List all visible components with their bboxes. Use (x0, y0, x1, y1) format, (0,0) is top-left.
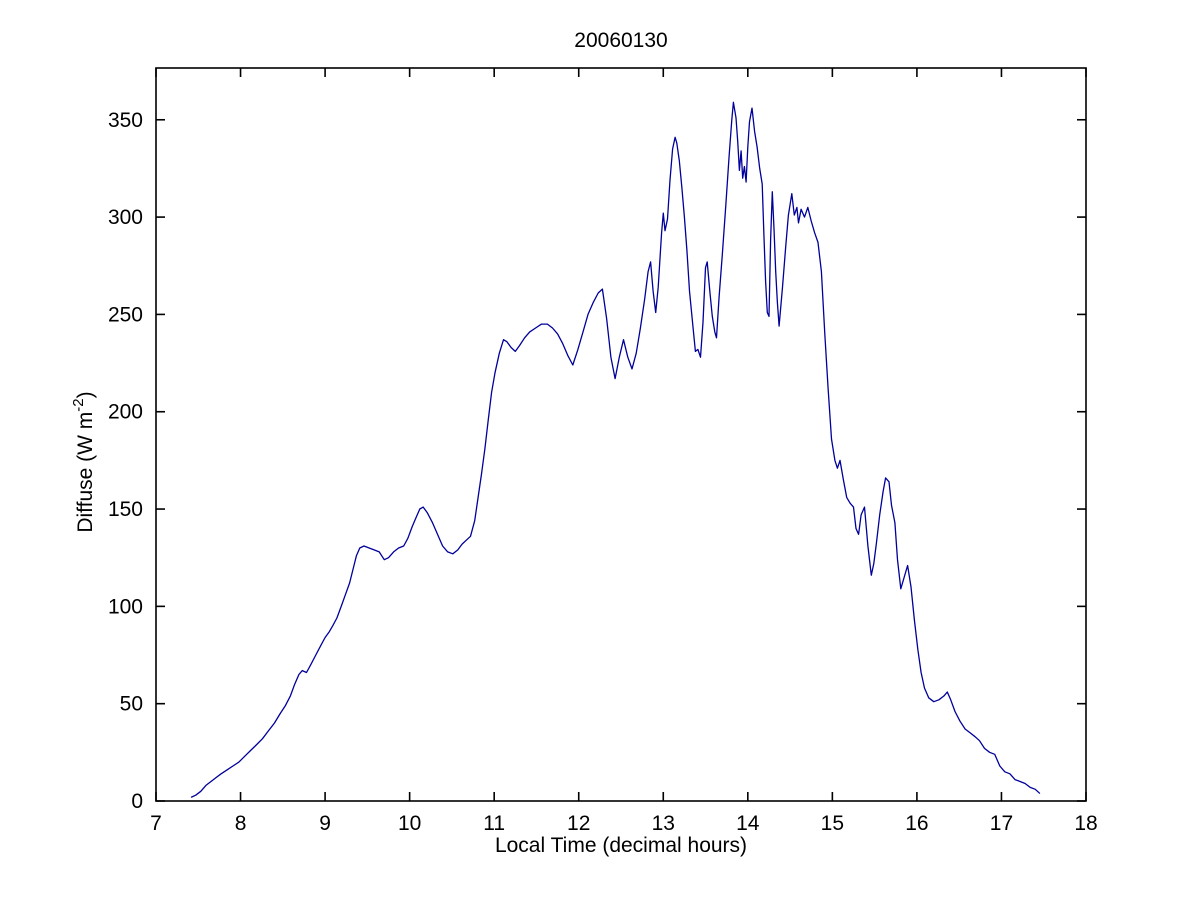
y-tick-label: 200 (108, 401, 143, 424)
y-axis-label-superscript: -2 (70, 398, 87, 411)
x-tick-label: 8 (235, 812, 247, 835)
axes-frame (155, 67, 1087, 802)
chart-title: 20060130 (574, 29, 667, 52)
x-tick-label: 12 (567, 812, 590, 835)
y-axis-label: Diffuse (W m-2) (70, 391, 97, 532)
y-tick-label: 250 (108, 303, 143, 326)
x-tick-label: 18 (1074, 812, 1097, 835)
x-tick-label: 10 (398, 812, 421, 835)
x-tick-label: 16 (905, 812, 928, 835)
y-axis-label-end: ) (74, 391, 97, 398)
x-tick-label: 13 (652, 812, 675, 835)
y-tick-label: 50 (120, 693, 143, 716)
y-tick-label: 300 (108, 206, 143, 229)
data-series-group (190, 101, 1041, 798)
x-tick-labels: 7 8 9 10 11 12 13 14 15 16 17 18 (150, 812, 1098, 835)
y-tick-label: 100 (108, 595, 143, 618)
data-line-diffuse-irradiance (190, 101, 1041, 798)
y-tick-label: 0 (131, 790, 143, 813)
x-tick-label: 15 (821, 812, 844, 835)
x-tick-label: 7 (150, 812, 162, 835)
tick-marks (155, 68, 1087, 802)
x-tick-label: 14 (736, 812, 760, 835)
y-axis-label-base: Diffuse (W m (74, 412, 97, 533)
x-axis-label: Local Time (decimal hours) (495, 834, 747, 857)
x-tick-label: 17 (990, 812, 1013, 835)
x-tick-label: 9 (319, 812, 331, 835)
y-tick-labels: 0 50 100 150 200 250 300 350 (108, 109, 143, 813)
y-tick-label: 350 (108, 109, 143, 132)
x-tick-label: 11 (483, 812, 505, 835)
y-tick-label: 150 (108, 498, 143, 521)
